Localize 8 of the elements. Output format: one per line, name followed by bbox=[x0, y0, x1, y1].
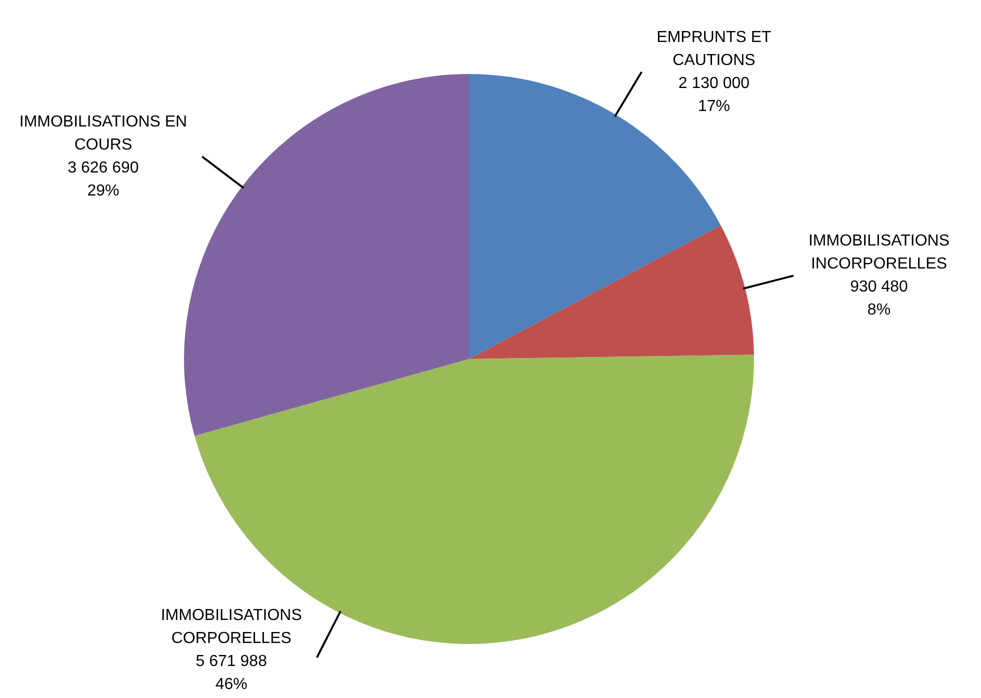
data-label: 3 626 690 29% bbox=[68, 159, 139, 200]
slice-label: EMPRUNTS ET CAUTIONS bbox=[656, 28, 772, 69]
slice-label: IMMOBILISATIONS CORPORELLES bbox=[160, 606, 302, 647]
data-label: 5 671 988 46% bbox=[196, 652, 268, 693]
slice-label: IMMOBILISATIONS EN COURS bbox=[19, 113, 188, 154]
data-label: 930 480 8% bbox=[850, 278, 908, 319]
slice-label: IMMOBILISATIONS INCORPORELLES bbox=[808, 232, 950, 273]
data-label: 2 130 000 17% bbox=[678, 74, 750, 115]
